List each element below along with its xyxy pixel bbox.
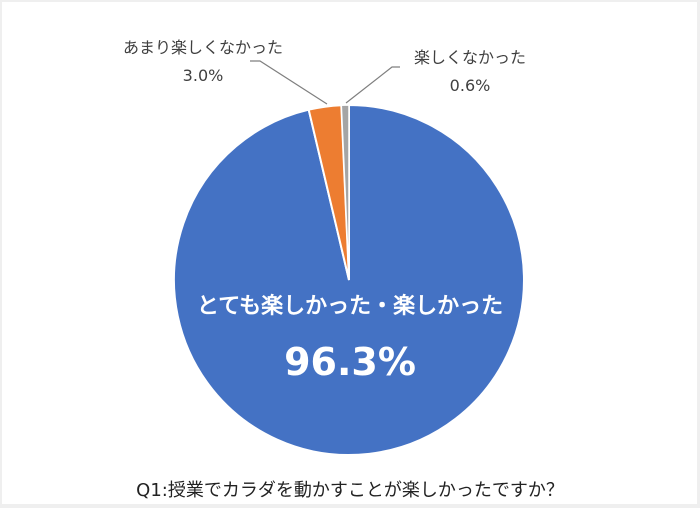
slice-not-fun bbox=[340, 104, 350, 281]
leader-line-slice2 bbox=[250, 60, 328, 105]
slice3-category-label: 楽しくなかった bbox=[413, 48, 526, 67]
slice3-value-label: 0.6% bbox=[449, 76, 491, 95]
main-slice-category-label: とても楽しかった・楽しかった bbox=[196, 294, 504, 319]
slice2-value-label: 3.0% bbox=[182, 66, 224, 85]
leader-line-slice3 bbox=[345, 66, 400, 104]
chart-title: Q1:授業でカラダを動かすことが楽しかったですか？ bbox=[136, 480, 564, 501]
slice2-category-label: あまり楽しくなかった bbox=[122, 38, 283, 57]
main-slice-value-label: 96.3% bbox=[284, 340, 416, 384]
